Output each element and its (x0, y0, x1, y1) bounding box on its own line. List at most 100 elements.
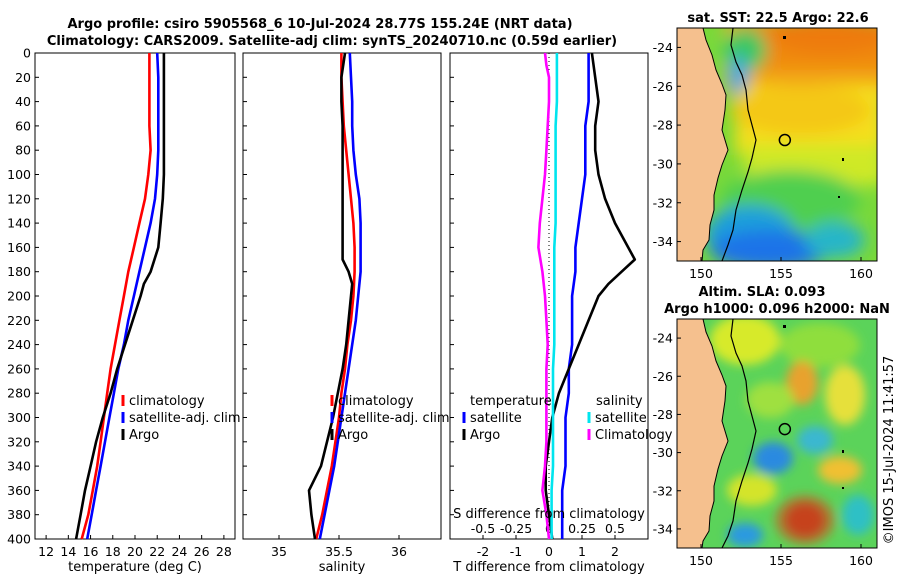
depth-tick-label: 240 (7, 337, 31, 352)
depth-tick-label: 80 (15, 143, 31, 158)
salinity-x-tick-label: 35.5 (325, 544, 353, 559)
difference-xlabel: T difference from climatology (452, 560, 645, 575)
sst-map-image (677, 28, 877, 261)
sla-map-title-line2: Argo h1000: 0.096 h2000: NaN (664, 302, 890, 317)
legend-label-t-satellite: satellite (470, 411, 522, 426)
temperature-x-tick-label: 22 (149, 544, 165, 559)
legend-label-s-satellite: satellite (595, 411, 647, 426)
temperature-x-tick-label: 16 (83, 544, 99, 559)
legend-label-climatology: climatology (338, 394, 414, 409)
depth-tick-label: 220 (7, 313, 31, 328)
difference-series-t-satellite (560, 53, 590, 539)
map-y-tick-label: -32 (653, 195, 673, 210)
map-x-tick-label: 150 (689, 553, 713, 568)
legend-label-argo: Argo (129, 428, 159, 443)
depth-tick-label: 40 (15, 94, 31, 109)
legend-label-t-argo: Argo (470, 428, 500, 443)
difference-series-s-climatology (537, 52, 551, 540)
difference-x-tick-label: 2 (611, 544, 619, 559)
difference-x-tick-label: 0 (545, 544, 553, 559)
difference-series-t-argo (544, 52, 637, 540)
map-y-tick-label: -24 (653, 40, 673, 55)
temperature-legend: climatology satellite-adj. clim Argo (121, 394, 241, 443)
temperature-x-tick-label: 28 (216, 544, 232, 559)
depth-tick-label: 360 (7, 483, 31, 498)
depth-tick-label: 300 (7, 410, 31, 425)
temperature-series-satellite-adj-clim (85, 52, 160, 540)
map-y-tick-label: -24 (653, 331, 673, 346)
temperature-x-tick-label: 20 (127, 544, 143, 559)
salinity-panel: 35 35.5 36 (242, 52, 442, 559)
sla-map-axes: 150 155 160 -24 -26 -28 -30 -32 -34 (653, 331, 873, 568)
depth-tick-label: 180 (7, 264, 31, 279)
difference-x-tick-label: 1 (578, 544, 586, 559)
map-x-tick-label: 155 (769, 553, 793, 568)
salinity-legend: climatology satellite-adj. clim Argo (330, 394, 450, 443)
difference-top-tick-label: -0.5 (471, 521, 495, 536)
map-y-tick-label: -26 (653, 369, 673, 384)
temperature-panel: 0 20 40 60 80 100 120 140 160 180 200 220 240 260 280 3… (7, 46, 236, 559)
depth-tick-label: 280 (7, 386, 31, 401)
depth-tick-label: 60 (15, 118, 31, 133)
sst-map-frame (676, 27, 878, 262)
depth-tick-label: 140 (7, 216, 31, 231)
temperature-x-tick-label: 18 (105, 544, 121, 559)
temperature-x-tick-label: 14 (60, 544, 76, 559)
depth-tick-label: 380 (7, 507, 31, 522)
map-y-tick-label: -30 (653, 156, 673, 171)
map-y-tick-label: -26 (653, 79, 673, 94)
legend-label-climatology: climatology (129, 394, 205, 409)
salinity-series-satellite-adj-clim (318, 52, 362, 540)
difference-x-tick-label: -1 (510, 544, 522, 559)
map-x-tick-label: 160 (849, 266, 873, 281)
difference-panel: -2 -1 0 1 2-0.5 -0.25 0 0.25 0.5 (449, 52, 649, 559)
legend-label-s-climatology: Climatology (595, 428, 673, 443)
depth-tick-label: 340 (7, 459, 31, 474)
temperature-x-tick-label: 24 (171, 544, 187, 559)
depth-tick-label: 160 (7, 240, 31, 255)
salinity-x-tick-label: 36 (391, 544, 407, 559)
difference-top-tick-label: -0.25 (500, 521, 532, 536)
map-y-tick-label: -32 (653, 483, 673, 498)
salinity-xlabel: salinity (319, 560, 366, 575)
temperature-x-tick-label: 26 (194, 544, 210, 559)
difference-series-s-satellite (550, 53, 559, 539)
difference-xlabel-top: S difference from climatology (453, 507, 645, 522)
difference-x-tick-label: -2 (477, 544, 489, 559)
depth-tick-label: 120 (7, 191, 31, 206)
map-y-tick-label: -28 (653, 118, 673, 133)
map-x-tick-label: 160 (849, 553, 873, 568)
figure-title-line1: Argo profile: csiro 5905568_6 10-Jul-202… (67, 17, 572, 32)
depth-tick-label: 320 (7, 434, 31, 449)
difference-legend: temperature satellite Argo salinity sate… (462, 394, 673, 443)
map-x-tick-label: 155 (769, 266, 793, 281)
legend-header-salinity: salinity (596, 394, 643, 409)
sst-map-axes: 150 155 160 -24 -26 -28 -30 -32 -34 (653, 40, 873, 281)
map-x-tick-label: 150 (689, 266, 713, 281)
temperature-xlabel: temperature (deg C) (68, 560, 202, 575)
sst-map-title: sat. SST: 22.5 Argo: 22.6 (687, 11, 868, 26)
map-y-tick-label: -30 (653, 445, 673, 460)
sst-profile-location-marker (778, 133, 792, 147)
depth-tick-label: 200 (7, 289, 31, 304)
salinity-series-argo (307, 52, 354, 540)
legend-label-argo: Argo (338, 428, 368, 443)
depth-tick-label: 260 (7, 361, 31, 376)
depth-tick-label: 0 (23, 46, 31, 61)
map-y-tick-label: -34 (653, 521, 673, 536)
difference-top-tick-label: 0.25 (568, 521, 596, 536)
map-y-tick-label: -28 (653, 407, 673, 422)
imos-watermark: ©IMOS 15-Jul-2024 11:41:57 (882, 356, 897, 545)
depth-tick-label: 20 (15, 70, 31, 85)
salinity-x-tick-label: 35 (271, 544, 287, 559)
salinity-series-climatology (314, 53, 356, 540)
depth-tick-label: 400 (7, 532, 31, 547)
sla-profile-location-marker (778, 422, 792, 436)
sla-map-frame (676, 318, 878, 549)
sla-map-title-line1: Altim. SLA: 0.093 (699, 285, 826, 300)
legend-label-satellite: satellite-adj. clim (129, 411, 241, 426)
temperature-x-tick-label: 12 (38, 544, 54, 559)
difference-top-tick-label: 0.5 (605, 521, 625, 536)
temperature-series-climatology (80, 53, 152, 540)
